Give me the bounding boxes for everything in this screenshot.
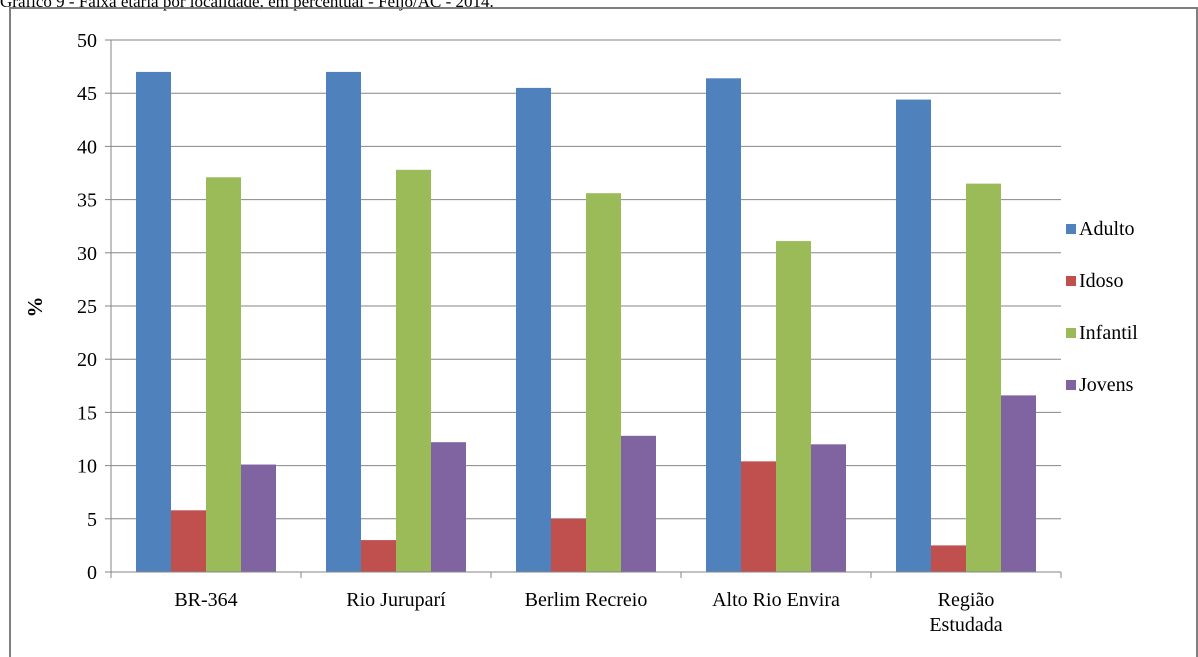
legend-swatch-jovens [1066,380,1076,390]
x-tick-label: Alto Rio Envira [712,589,840,611]
bar-jovens [621,435,656,572]
axes [105,39,1062,578]
legend-swatch-adulto [1066,224,1076,234]
bars [136,71,1036,573]
y-tick-label: 30 [77,243,97,265]
y-tick-label: 15 [77,402,97,424]
legend-label-jovens: Jovens [1079,374,1134,396]
legend-label-idoso: Idoso [1079,270,1123,292]
chart-caption: Gráfico 9 - Faixa etária por localidade,… [0,0,494,11]
legend-swatch-infantil [1066,328,1076,338]
y-tick-label: 10 [77,456,97,478]
bar-idoso [171,510,206,572]
y-tick-label: 50 [77,30,97,52]
y-tick-label: 20 [77,349,97,371]
bar-adulto [326,71,361,573]
bar-jovens [241,464,276,572]
y-tick-labels: 0 5 10 15 20 25 30 35 40 45 50 [77,30,97,584]
x-tick-label: Região [938,589,995,611]
x-tick-labels: BR-364 Rio Juruparí Berlim Recreio Alto Rio… [174,589,1002,636]
x-tick-label: Rio Juruparí [346,589,446,611]
y-axis-title: % [23,297,47,318]
y-tick-label: 25 [77,296,97,318]
bar-infantil [586,193,621,572]
bar-adulto [706,78,741,572]
legend-label-infantil: Infantil [1079,322,1138,344]
bar-idoso [551,518,586,572]
y-tick-label: 5 [87,509,97,531]
y-tick-label: 40 [77,136,97,158]
chart-frame [9,7,1198,657]
bar-idoso [931,545,966,572]
bar-infantil [776,241,811,572]
bar-adulto [516,87,551,572]
bar-idoso [741,461,776,572]
x-tick-label: BR-364 [174,589,237,611]
legend-swatch-idoso [1066,276,1076,286]
bar-jovens [431,442,466,572]
bar-jovens [1001,395,1036,572]
bar-jovens [811,444,846,572]
y-tick-label: 45 [77,83,97,105]
bar-adulto [896,99,931,573]
x-tick-label: Estudada [929,614,1002,636]
bar-infantil [966,183,1001,572]
bar-infantil [396,169,431,573]
bar-infantil [206,177,241,573]
bar-adulto [136,71,171,573]
x-tick-label: Berlim Recreio [525,589,648,611]
legend: Adulto Idoso Infantil Jovens [1066,218,1138,396]
y-tick-label: 0 [87,562,97,584]
y-tick-label: 35 [77,190,97,212]
legend-label-adulto: Adulto [1079,218,1135,240]
bar-idoso [361,540,396,572]
